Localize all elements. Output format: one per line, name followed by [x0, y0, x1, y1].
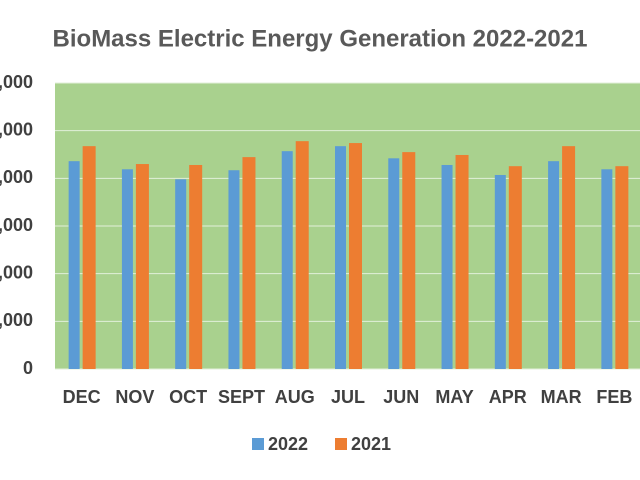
- bar: [615, 166, 629, 369]
- y-tick-label: 0: [23, 358, 33, 378]
- bar: [121, 169, 133, 369]
- bar: [281, 151, 293, 369]
- bar: [242, 157, 256, 369]
- x-tick-label: DEC: [63, 387, 101, 407]
- y-tick-label: 4,000: [0, 167, 33, 187]
- bar: [455, 154, 469, 369]
- x-tick-label: SEPT: [218, 387, 265, 407]
- legend-swatch: [252, 438, 264, 450]
- x-tick-label: AUG: [275, 387, 315, 407]
- bar: [295, 141, 309, 369]
- bar: [548, 161, 560, 369]
- y-tick-label: 5,000: [0, 119, 33, 139]
- legend-swatch: [335, 438, 347, 450]
- bar: [494, 174, 506, 369]
- bar: [349, 143, 362, 369]
- x-tick-label: JUN: [383, 387, 419, 407]
- legend-label: 2021: [351, 434, 391, 454]
- chart-title: BioMass Electric Energy Generation 2022-…: [53, 25, 588, 52]
- bar: [175, 179, 187, 369]
- bar: [335, 146, 346, 369]
- bar: [68, 161, 80, 369]
- x-tick-label: FEB: [596, 387, 632, 407]
- y-tick-label: 1,000: [0, 310, 33, 330]
- y-tick-label: 2,000: [0, 262, 33, 282]
- y-tick-label: 3,000: [0, 215, 33, 235]
- bar: [508, 166, 522, 369]
- bar: [82, 146, 96, 369]
- bar: [135, 164, 149, 369]
- x-tick-label: MAR: [541, 387, 582, 407]
- bar: [228, 170, 240, 369]
- bar: [601, 169, 613, 369]
- bar: [562, 146, 576, 369]
- x-tick-label: JUL: [331, 387, 365, 407]
- x-tick-label: NOV: [115, 387, 154, 407]
- x-tick-label: OCT: [169, 387, 207, 407]
- bar: [189, 164, 203, 369]
- legend-label: 2022: [268, 434, 308, 454]
- bar: [441, 164, 453, 369]
- x-tick-label: APR: [489, 387, 527, 407]
- x-tick-label: MAY: [435, 387, 473, 407]
- bar: [388, 158, 400, 369]
- y-tick-label: 6,000: [0, 72, 33, 92]
- bar: [402, 152, 416, 369]
